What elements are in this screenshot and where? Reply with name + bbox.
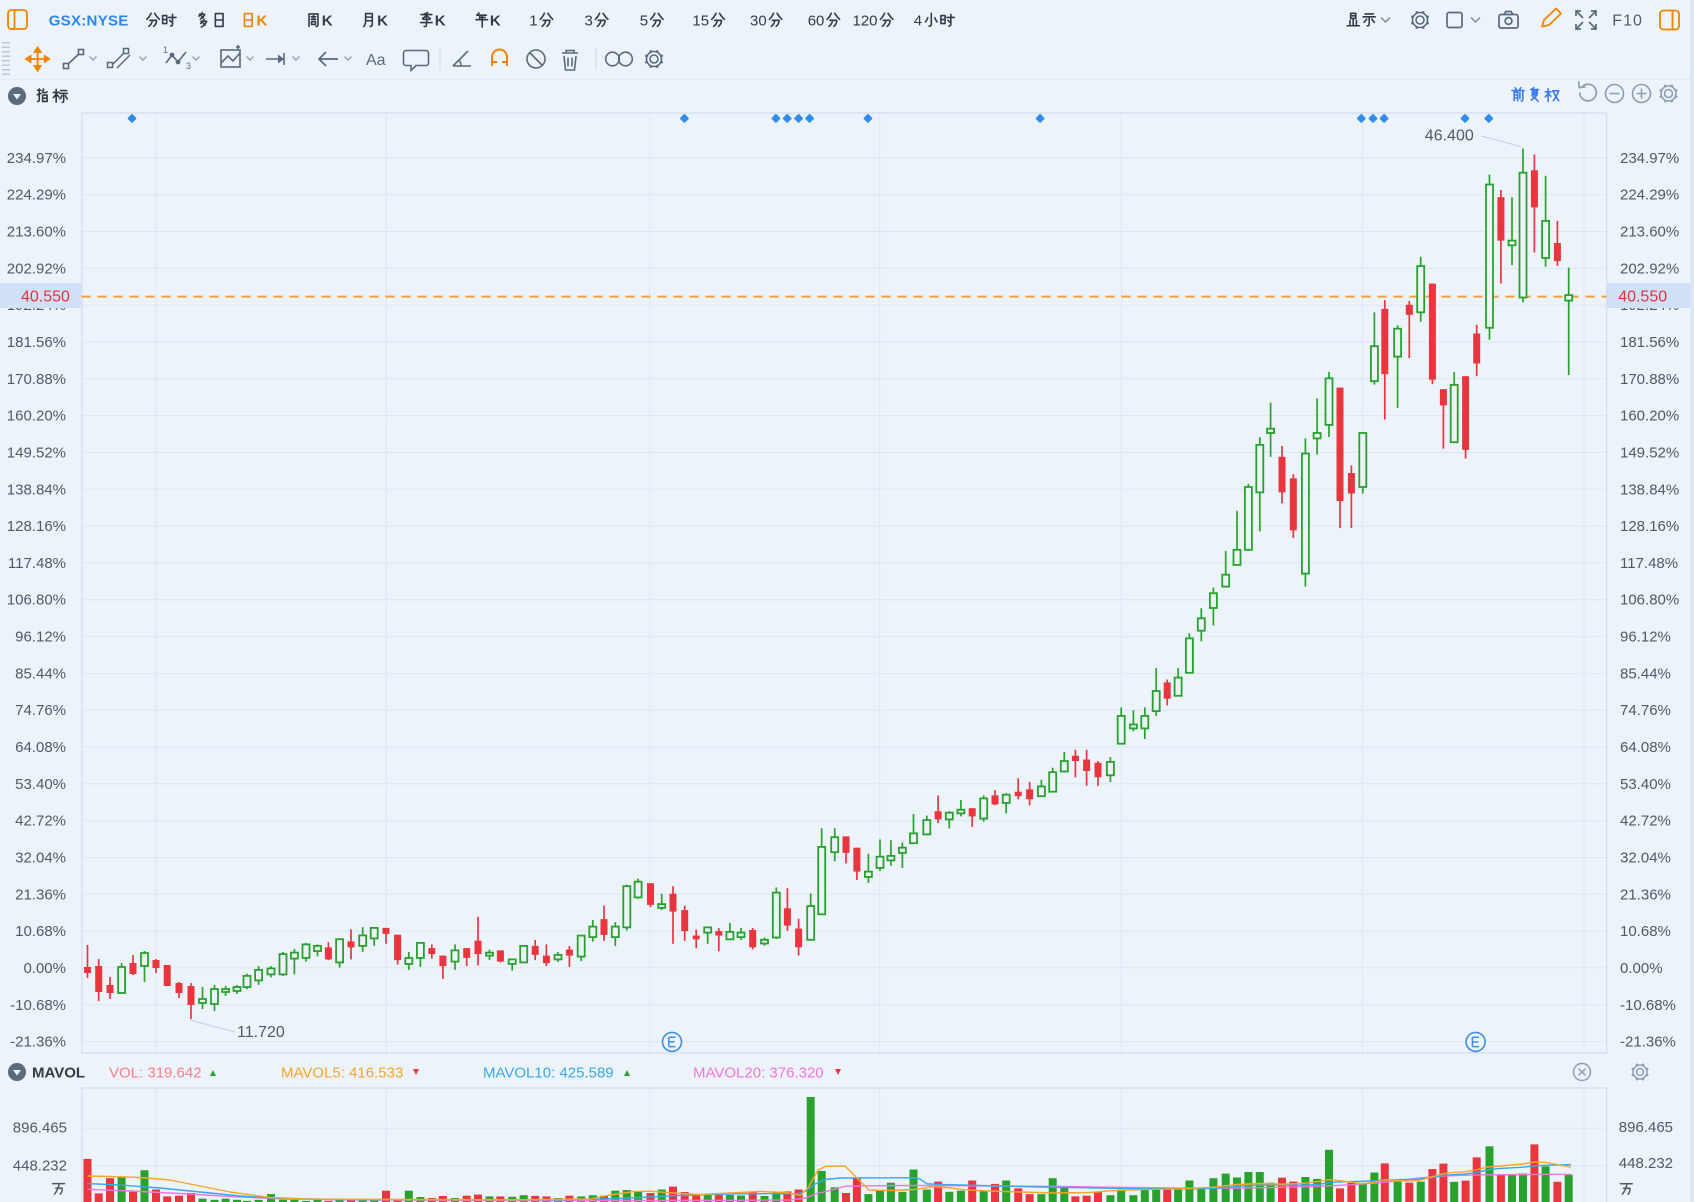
svg-text:74.76%: 74.76%: [1620, 702, 1671, 719]
svg-text:117.48%: 117.48%: [8, 555, 66, 572]
svg-text:202.92%: 202.92%: [1620, 260, 1679, 277]
svg-text:149.52%: 149.52%: [7, 445, 66, 462]
svg-text:896.465: 896.465: [13, 1119, 67, 1136]
svg-text:10.68%: 10.68%: [1620, 923, 1671, 940]
svg-text:160.20%: 160.20%: [7, 408, 66, 425]
svg-text:170.88%: 170.88%: [7, 371, 66, 388]
svg-text:K: K: [377, 13, 388, 30]
svg-text:30: 30: [750, 13, 767, 30]
svg-text:-10.68%: -10.68%: [10, 997, 66, 1014]
svg-text:GSX:NYSE: GSX:NYSE: [49, 13, 129, 30]
svg-text:64.08%: 64.08%: [15, 739, 66, 756]
svg-text:MAVOL10: 425.589: MAVOL10: 425.589: [483, 1065, 614, 1082]
svg-text:0.00%: 0.00%: [23, 960, 66, 977]
svg-text:32.04%: 32.04%: [1620, 850, 1671, 867]
svg-text:170.88%: 170.88%: [1620, 371, 1679, 388]
svg-text:K: K: [435, 13, 446, 30]
svg-text:448.232: 448.232: [13, 1158, 67, 1175]
svg-text:40.550: 40.550: [1618, 288, 1667, 305]
svg-text:160.20%: 160.20%: [1620, 408, 1679, 425]
svg-text:213.60%: 213.60%: [7, 224, 66, 241]
svg-text:21.36%: 21.36%: [15, 886, 66, 903]
svg-text:106.80%: 106.80%: [1620, 592, 1679, 609]
svg-text:10.68%: 10.68%: [15, 923, 66, 940]
svg-text:60: 60: [808, 13, 825, 30]
svg-text:15: 15: [692, 13, 709, 30]
svg-text:42.72%: 42.72%: [1620, 813, 1671, 830]
svg-text:11.720: 11.720: [237, 1024, 285, 1041]
svg-text:-21.36%: -21.36%: [10, 1034, 66, 1051]
svg-text:117.48%: 117.48%: [1620, 555, 1678, 572]
svg-text:4: 4: [914, 13, 922, 30]
svg-text:53.40%: 53.40%: [1620, 776, 1671, 793]
svg-text:181.56%: 181.56%: [7, 334, 66, 351]
svg-text:96.12%: 96.12%: [1620, 629, 1671, 646]
svg-text:202.92%: 202.92%: [7, 260, 66, 277]
svg-text:181.56%: 181.56%: [1620, 334, 1679, 351]
svg-text:149.52%: 149.52%: [1620, 445, 1679, 462]
svg-text:K: K: [257, 13, 268, 30]
svg-text:213.60%: 213.60%: [1620, 224, 1679, 241]
svg-text:MAVOL: MAVOL: [32, 1065, 85, 1082]
svg-text:0.00%: 0.00%: [1620, 960, 1663, 977]
svg-text:128.16%: 128.16%: [7, 518, 66, 535]
svg-text:32.04%: 32.04%: [15, 850, 66, 867]
svg-text:F10: F10: [1612, 13, 1643, 30]
svg-text:K: K: [322, 13, 333, 30]
svg-text:1: 1: [529, 13, 537, 30]
svg-text:MAVOL5: 416.533: MAVOL5: 416.533: [281, 1065, 403, 1082]
svg-text:224.29%: 224.29%: [1620, 187, 1679, 204]
svg-text:53.40%: 53.40%: [15, 776, 66, 793]
svg-text:234.97%: 234.97%: [7, 150, 66, 167]
svg-text:46.400: 46.400: [1425, 128, 1474, 145]
svg-text:VOL: 319.642: VOL: 319.642: [109, 1065, 202, 1082]
svg-text:138.84%: 138.84%: [1620, 481, 1679, 498]
svg-text:42.72%: 42.72%: [15, 813, 66, 830]
svg-text:896.465: 896.465: [1619, 1119, 1673, 1136]
svg-text:MAVOL20: 376.320: MAVOL20: 376.320: [693, 1065, 824, 1082]
svg-text:224.29%: 224.29%: [7, 187, 66, 204]
svg-text:120: 120: [853, 13, 878, 30]
svg-text:85.44%: 85.44%: [1620, 665, 1671, 682]
svg-text:1: 1: [163, 45, 168, 55]
svg-text:96.12%: 96.12%: [15, 629, 66, 646]
svg-text:3: 3: [585, 13, 593, 30]
svg-text:138.84%: 138.84%: [7, 481, 66, 498]
svg-text:Aa: Aa: [366, 52, 386, 69]
svg-text:234.97%: 234.97%: [1620, 150, 1679, 167]
svg-text:5: 5: [640, 13, 648, 30]
svg-text:-10.68%: -10.68%: [1620, 997, 1676, 1014]
svg-text:128.16%: 128.16%: [1620, 518, 1679, 535]
svg-text:106.80%: 106.80%: [7, 592, 66, 609]
svg-text:-21.36%: -21.36%: [1620, 1034, 1676, 1051]
svg-text:85.44%: 85.44%: [15, 665, 66, 682]
svg-text:40.550: 40.550: [21, 289, 70, 306]
svg-text:3: 3: [186, 61, 191, 71]
svg-text:21.36%: 21.36%: [1620, 886, 1671, 903]
svg-text:64.08%: 64.08%: [1620, 739, 1671, 756]
svg-text:448.232: 448.232: [1619, 1155, 1673, 1172]
svg-text:74.76%: 74.76%: [15, 702, 66, 719]
svg-text:K: K: [490, 13, 501, 30]
